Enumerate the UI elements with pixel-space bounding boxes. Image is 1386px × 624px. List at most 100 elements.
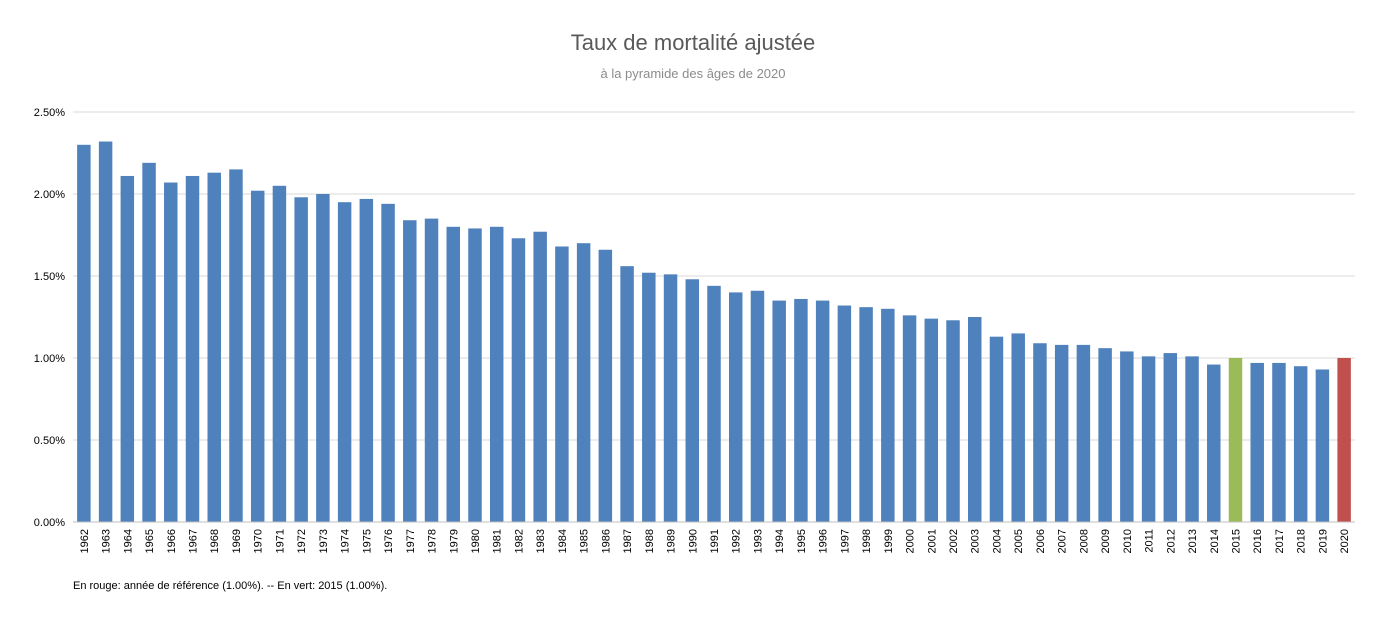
x-tick-label: 1991 <box>709 529 721 553</box>
bar-1971 <box>272 185 287 523</box>
y-tick-label: 2.50% <box>34 107 65 119</box>
bar-1986 <box>598 249 613 522</box>
x-tick-label: 1962 <box>79 529 91 553</box>
x-tick-label: 2018 <box>1296 529 1308 553</box>
bar-1974 <box>337 202 352 522</box>
bar-1973 <box>316 194 330 522</box>
x-tick-label: 2013 <box>1187 529 1199 553</box>
bar-2002 <box>946 320 960 522</box>
x-tick-label: 1980 <box>470 529 482 553</box>
bar-1990 <box>685 279 700 522</box>
bar-2015 <box>1228 358 1243 522</box>
bar-1994 <box>772 300 786 522</box>
bar-1977 <box>403 220 417 523</box>
bar-1968 <box>207 172 221 522</box>
bar-2018 <box>1293 366 1308 522</box>
x-tick-label: 2008 <box>1078 529 1090 553</box>
bar-1966 <box>164 182 178 522</box>
bar-1996 <box>815 300 830 522</box>
x-tick-label: 1997 <box>839 529 851 553</box>
bar-2014 <box>1207 364 1221 522</box>
bar-2017 <box>1272 362 1286 522</box>
bar-1988 <box>642 272 656 522</box>
x-tick-label: 1975 <box>361 529 373 553</box>
bar-1962 <box>77 144 91 523</box>
bar-2020 <box>1337 358 1351 522</box>
bar-2010 <box>1120 351 1134 522</box>
bar-1989 <box>663 274 678 522</box>
x-tick-label: 2004 <box>991 529 1003 553</box>
y-tick-label: 1.00% <box>34 353 65 365</box>
x-tick-label: 1985 <box>579 529 591 553</box>
x-tick-label: 2020 <box>1339 529 1351 553</box>
bar-2000 <box>902 315 917 522</box>
x-tick-label: 1977 <box>405 529 417 553</box>
bar-1972 <box>294 197 308 522</box>
bar-1970 <box>250 190 265 522</box>
x-tick-label: 1994 <box>774 529 786 553</box>
x-tick-label: 2011 <box>1144 529 1156 553</box>
bar-1979 <box>446 226 460 523</box>
bar-1978 <box>424 218 439 522</box>
x-tick-label: 1998 <box>861 529 873 553</box>
x-tick-label: 1990 <box>687 529 699 553</box>
x-tick-label: 1986 <box>600 529 612 553</box>
y-tick-label: 2.00% <box>34 189 65 201</box>
bar-1999 <box>881 308 895 522</box>
bar-1987 <box>620 266 634 522</box>
x-tick-label: 2006 <box>1035 529 1047 553</box>
bar-1985 <box>576 243 591 522</box>
bar-2001 <box>924 318 939 522</box>
bar-1981 <box>489 226 504 523</box>
chart-title: Taux de mortalité ajustée <box>570 30 816 55</box>
x-tick-label: 1979 <box>448 529 460 553</box>
x-tick-label: 1999 <box>883 529 895 553</box>
y-axis-ticks: 0.00% 0.50% 1.00% 1.50% 2.00% 2.50% <box>34 107 65 529</box>
x-tick-label: 1968 <box>209 529 221 553</box>
x-tick-label: 2012 <box>1165 529 1177 553</box>
x-tick-label: 1982 <box>513 529 525 553</box>
bar-2007 <box>1054 344 1069 522</box>
bar-2008 <box>1076 344 1091 522</box>
bar-2006 <box>1033 343 1047 522</box>
bar-2012 <box>1163 353 1178 522</box>
x-tick-label: 1966 <box>166 529 178 553</box>
bar-1976 <box>381 203 395 522</box>
x-tick-label: 2014 <box>1209 529 1221 553</box>
bar-1991 <box>707 285 721 522</box>
bar-1992 <box>728 292 743 522</box>
bar-1993 <box>750 290 765 522</box>
x-tick-label: 1996 <box>818 529 830 553</box>
x-tick-label: 1974 <box>340 529 352 553</box>
y-tick-label: 0.50% <box>34 435 65 447</box>
bar-2003 <box>968 317 982 522</box>
x-tick-label: 1983 <box>535 529 547 553</box>
bar-1964 <box>120 175 135 522</box>
bar-1984 <box>555 246 569 523</box>
x-tick-label: 2009 <box>1100 529 1112 553</box>
x-tick-label: 1970 <box>253 529 265 553</box>
x-tick-label: 1993 <box>752 529 764 553</box>
x-tick-label: 2002 <box>948 529 960 553</box>
x-tick-label: 1995 <box>796 529 808 553</box>
x-tick-label: 2007 <box>1057 529 1069 553</box>
bar-2016 <box>1250 362 1264 522</box>
chart-subtitle: à la pyramide des âges de 2020 <box>600 66 786 81</box>
x-tick-label: 1963 <box>101 529 113 553</box>
y-tick-label: 1.50% <box>34 271 65 283</box>
x-tick-label: 2003 <box>970 529 982 553</box>
bar-1965 <box>142 162 156 522</box>
bar-1983 <box>533 231 547 522</box>
x-tick-label: 1964 <box>122 529 134 553</box>
bar-2019 <box>1315 369 1330 522</box>
bar-1967 <box>185 175 200 522</box>
x-tick-label: 1971 <box>274 529 286 553</box>
bar-1969 <box>229 169 243 522</box>
x-tick-label: 2017 <box>1274 529 1286 553</box>
x-tick-label: 1988 <box>644 529 656 553</box>
x-tick-label: 1992 <box>731 529 743 553</box>
x-tick-label: 1978 <box>427 529 439 553</box>
x-tick-label: 1965 <box>144 529 156 553</box>
x-tick-label: 1987 <box>622 529 634 553</box>
